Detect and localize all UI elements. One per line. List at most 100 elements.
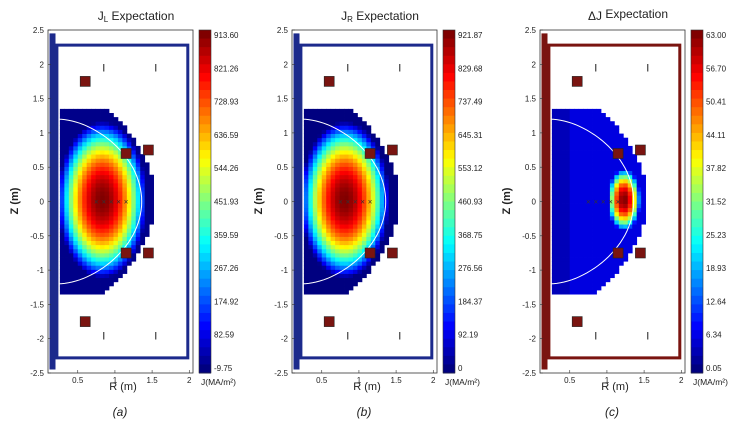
heatmap-cell — [384, 236, 390, 242]
heatmap-cell — [600, 199, 606, 204]
heatmap-cell — [578, 150, 584, 155]
colorbar-swatch — [443, 38, 455, 48]
heatmap-cell — [312, 211, 318, 217]
heatmap-cell — [361, 166, 367, 172]
heatmap-cell — [308, 129, 314, 134]
heatmap-cell — [574, 178, 580, 184]
heatmap-cell — [73, 162, 79, 167]
axis-marker: × — [608, 198, 613, 207]
heatmap-cell — [560, 285, 566, 291]
heatmap-cell — [632, 182, 638, 188]
heatmap-cell — [379, 240, 385, 246]
heatmap-cell — [330, 277, 336, 283]
heatmap-cell — [326, 211, 332, 217]
heatmap-cell — [113, 240, 119, 246]
heatmap-cell — [335, 133, 340, 139]
heatmap-cell — [308, 113, 314, 118]
colorbar-tick-label: 31.52 — [706, 198, 727, 207]
heatmap-cell — [574, 232, 580, 237]
heatmap-cell — [605, 195, 611, 200]
heatmap-cell — [100, 252, 105, 258]
heatmap-cell — [605, 129, 611, 134]
heatmap-cell — [317, 170, 323, 176]
heatmap-cell — [551, 158, 557, 163]
heatmap-cell — [574, 166, 580, 172]
heatmap-cell — [131, 257, 137, 262]
heatmap-cell — [64, 137, 70, 143]
heatmap-cell — [113, 170, 119, 176]
heatmap-cell — [375, 182, 381, 188]
colorbar-swatch — [199, 330, 211, 340]
heatmap-cell — [627, 154, 633, 159]
heatmap-cell — [618, 145, 624, 151]
heatmap-cell — [339, 289, 345, 295]
colorbar-tick-label: 184.37 — [458, 297, 483, 306]
heatmap-cell — [95, 277, 101, 283]
heatmap-cell — [317, 261, 323, 266]
heatmap-cell — [303, 121, 309, 126]
heatmap-cell — [551, 289, 557, 295]
heatmap-cell — [330, 281, 336, 287]
heatmap-cell — [348, 220, 354, 225]
heatmap-cell — [73, 117, 79, 122]
heatmap-cell — [357, 265, 363, 270]
heatmap-cell — [605, 174, 611, 180]
heatmap-cell — [321, 203, 327, 209]
heatmap-cell — [592, 113, 597, 118]
heatmap-cell — [609, 252, 615, 258]
heatmap-cell — [77, 178, 83, 184]
heatmap-cell — [59, 261, 65, 266]
heatmap-cell — [73, 199, 79, 204]
vessel-outline — [293, 33, 434, 370]
heatmap-cell — [344, 261, 349, 266]
heatmap-cell — [556, 170, 562, 176]
heatmap-cell — [68, 269, 74, 274]
heatmap-cell — [569, 133, 575, 139]
colorbar-swatch — [443, 218, 455, 228]
heatmap-cell — [583, 281, 588, 287]
panel-label-c: (c) — [605, 405, 619, 419]
heatmap-cell — [104, 145, 110, 151]
heatmap-cell — [113, 141, 119, 147]
heatmap-cell — [348, 244, 354, 250]
heatmap-cell — [64, 285, 70, 291]
heatmap-cell — [393, 220, 398, 225]
heatmap-cell — [388, 182, 394, 188]
heatmap-cell — [303, 224, 309, 229]
heatmap-cell — [344, 170, 349, 176]
heatmap-cell — [321, 285, 327, 291]
heatmap-cell — [361, 211, 367, 217]
colorbar-swatch — [691, 192, 703, 202]
heatmap-cell — [352, 174, 358, 180]
colorbar-swatch — [691, 167, 703, 177]
heatmap-cell — [100, 195, 105, 200]
heatmap-cell — [556, 236, 562, 242]
heatmap-cell — [73, 261, 79, 266]
heatmap-cell — [303, 277, 309, 283]
heatmap-cell — [384, 215, 390, 221]
heatmap-cell — [104, 178, 110, 184]
heatmap-cell — [113, 211, 119, 217]
heatmap-cell — [569, 269, 575, 274]
heatmap-cell — [95, 191, 101, 196]
heatmap-cell — [100, 174, 105, 180]
heatmap-cell — [357, 158, 363, 163]
heatmap-cell — [578, 170, 584, 176]
heatmap-cell — [348, 150, 354, 155]
heatmap-cell — [122, 224, 128, 229]
heatmap-cell — [82, 285, 88, 291]
heatmap-cell — [108, 117, 114, 122]
heatmap-cell — [587, 277, 593, 283]
heatmap-cell — [375, 170, 381, 176]
heatmap-cell — [583, 257, 588, 262]
heatmap-cell — [95, 252, 101, 258]
heatmap-cell — [140, 211, 146, 217]
heatmap-cell — [600, 232, 606, 237]
heatmap-cell — [578, 269, 584, 274]
heatmap-cell — [366, 232, 372, 237]
heatmap-cell — [618, 207, 624, 213]
y-axis-ticks: 2.521.510.50-0.5-1-1.5-2-2.5 — [30, 26, 51, 378]
heatmap-cells — [301, 108, 398, 295]
heatmap-cell — [556, 174, 562, 180]
heatmap-cell — [126, 236, 132, 242]
